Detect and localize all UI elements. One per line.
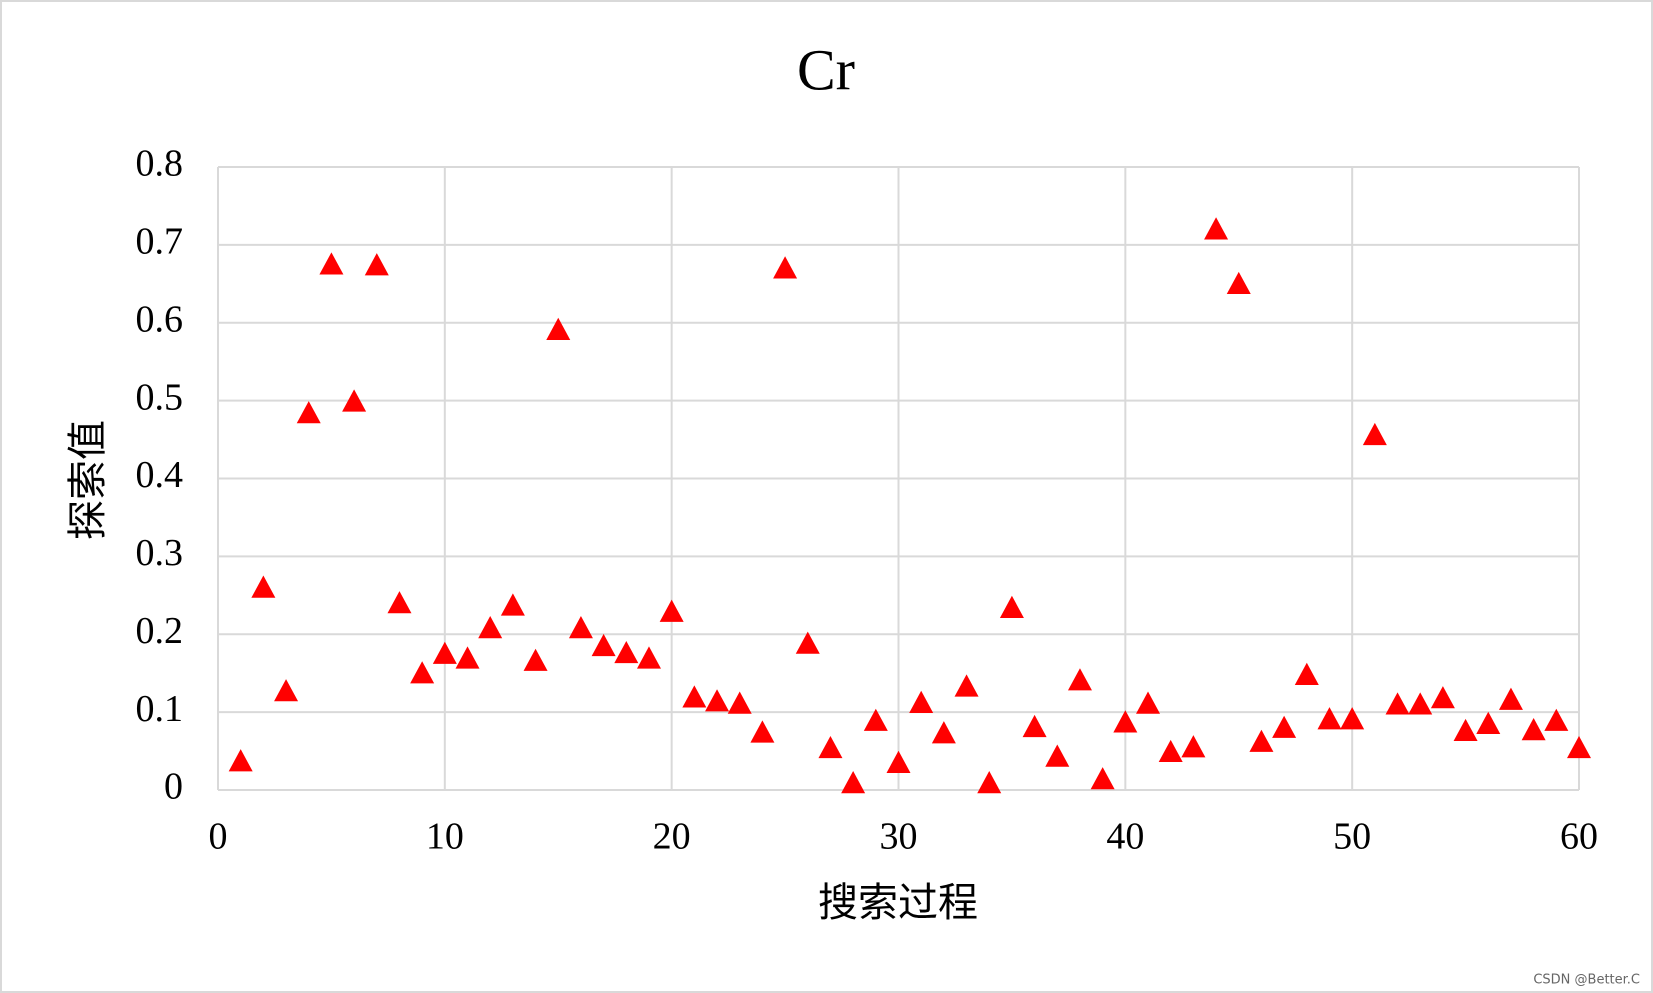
scatter-point — [1294, 662, 1319, 685]
scatter-point — [1204, 217, 1229, 240]
chart-title: Cr — [797, 37, 855, 102]
scatter-point — [773, 256, 798, 279]
scatter-point — [591, 633, 616, 657]
scatter-point — [1521, 718, 1546, 741]
scatter-point — [727, 691, 752, 714]
scatter-point — [1362, 422, 1387, 446]
scatter-point — [251, 575, 276, 598]
scatter-point — [1226, 271, 1251, 295]
scatter-point — [432, 641, 457, 664]
scatter-point — [682, 685, 707, 708]
scatter-point — [1385, 692, 1410, 715]
x-tick-label: 10 — [426, 816, 464, 858]
scatter-point — [228, 749, 253, 772]
scatter-point — [1317, 707, 1342, 730]
scatter-point — [1567, 735, 1591, 759]
watermark: CSDN @Better.C — [1533, 973, 1640, 988]
scatter-point — [977, 770, 1002, 794]
scatter-point — [274, 679, 299, 702]
x-tick-label: 60 — [1560, 816, 1598, 858]
y-tick-label: 0 — [164, 766, 183, 808]
x-tick-label: 0 — [209, 816, 228, 858]
scatter-point — [1045, 744, 1070, 767]
scatter-point — [1022, 714, 1047, 738]
scatter-point — [342, 389, 367, 412]
y-axis-label: 探索值 — [65, 420, 111, 540]
scatter-point — [1430, 686, 1455, 709]
scatter-point — [478, 616, 503, 639]
scatter-point — [818, 735, 843, 759]
scatter-point — [909, 690, 934, 713]
x-axis-label: 搜索过程 — [818, 880, 978, 926]
scatter-point — [523, 648, 548, 671]
x-tick-label: 50 — [1333, 816, 1371, 858]
scatter-point — [795, 631, 820, 654]
scatter-point — [841, 770, 866, 794]
scatter-point — [1498, 687, 1523, 710]
scatter-point — [1181, 735, 1206, 758]
scatter-point — [1408, 692, 1433, 715]
x-tick-label: 40 — [1106, 816, 1144, 858]
scatter-point — [1067, 668, 1092, 691]
scatter-point — [1476, 711, 1501, 735]
scatter-point — [1113, 710, 1138, 733]
x-tick-label: 20 — [653, 816, 691, 858]
scatter-point — [1340, 707, 1365, 730]
y-tick-label: 0.3 — [136, 532, 184, 574]
y-tick-label: 0.4 — [136, 454, 184, 496]
scatter-point — [1090, 767, 1115, 790]
x-tick-label: 30 — [880, 816, 918, 858]
scatter-point — [954, 674, 979, 697]
scatter-point — [931, 721, 956, 744]
y-tick-label: 0.1 — [136, 688, 184, 730]
y-tick-label: 0.7 — [136, 221, 184, 263]
y-tick-label: 0.8 — [136, 143, 184, 185]
scatter-point — [546, 317, 571, 340]
scatter-point — [886, 750, 911, 773]
scatter-point — [1249, 729, 1274, 752]
scatter-point — [1136, 691, 1161, 714]
scatter-point — [636, 646, 661, 669]
scatter-point — [410, 661, 435, 684]
scatter-point — [500, 593, 525, 616]
scatter-point — [1544, 708, 1569, 731]
scatter-point — [568, 616, 593, 639]
scatter-point — [614, 640, 639, 664]
scatter-point — [319, 252, 344, 275]
scatter-point — [659, 599, 684, 622]
scatter-point — [1158, 739, 1183, 763]
scatter-point — [364, 253, 389, 276]
scatter-point — [863, 708, 888, 731]
scatter-point — [1453, 718, 1478, 742]
scatter-point — [750, 720, 775, 743]
scatter-point — [1272, 715, 1297, 738]
scatter-point — [296, 401, 321, 424]
y-tick-label: 0.2 — [136, 610, 184, 652]
y-tick-label: 0.5 — [136, 376, 184, 418]
y-tick-label: 0.6 — [136, 298, 184, 340]
scatter-point — [705, 689, 730, 712]
scatter-point — [999, 595, 1024, 618]
scatter-point — [455, 646, 480, 669]
scatter-point — [387, 591, 412, 614]
